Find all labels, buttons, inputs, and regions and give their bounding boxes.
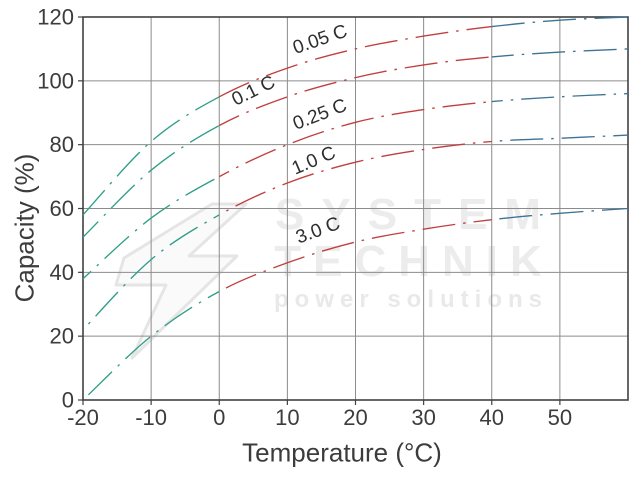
x-tick-label: -10 [135,405,167,430]
capacity-curve-1-0-c [491,134,629,143]
x-tick-label: 30 [411,405,435,430]
x-tick-label: -20 [67,405,99,430]
capacity-curve-1-0-c [218,140,492,216]
x-tick-label: 50 [548,405,572,430]
watermark-tagline: power solutions [273,286,548,313]
y-tick-label: 0 [62,388,74,413]
y-tick-label: 100 [37,68,74,93]
capacity-curve-0-1-c [491,48,629,58]
x-tick-label: 0 [213,405,225,430]
x-axis-title: Temperature (°C) [242,437,442,468]
y-tick-label: 60 [50,196,74,221]
curve-label: 0.25 C [290,95,350,135]
capacity-curve-1-0-c [82,214,220,331]
y-tick-label: 40 [50,260,74,285]
capacity-curve-0-1-c [82,124,220,238]
capacity-curve-0-05-c [82,96,220,216]
x-tick-label: 40 [480,405,504,430]
x-tick-label: 20 [343,405,367,430]
capacity-curve-0-05-c [491,16,629,28]
curve-label: 3.0 C [293,213,343,248]
watermark-brand-line1: SYSTEM [275,190,558,239]
y-tick-label: 80 [50,132,74,157]
capacity-curve-0-25-c [82,176,220,280]
capacity-curve-3-0-c [218,219,492,293]
capacity-curve-0-05-c [218,25,492,98]
x-tick-label: 10 [275,405,299,430]
capacity-curve-0-1-c [218,56,492,127]
curve-label: 0.1 C [229,72,279,111]
curve-label: 1.0 C [289,142,339,179]
capacity-curve-0-25-c [218,100,492,178]
capacity-curve-3-0-c [82,290,220,401]
logo-bolt-icon [114,202,248,360]
capacity-curve-3-0-c [491,207,629,221]
capacity-curve-0-25-c [491,92,629,103]
y-axis-title: Capacity (%) [9,153,40,303]
y-tick-label: 20 [50,324,74,349]
y-tick-label: 120 [37,5,74,30]
curve-label: 0.05 C [290,21,350,59]
watermark-brand-line2: TECHNIK [274,237,554,286]
